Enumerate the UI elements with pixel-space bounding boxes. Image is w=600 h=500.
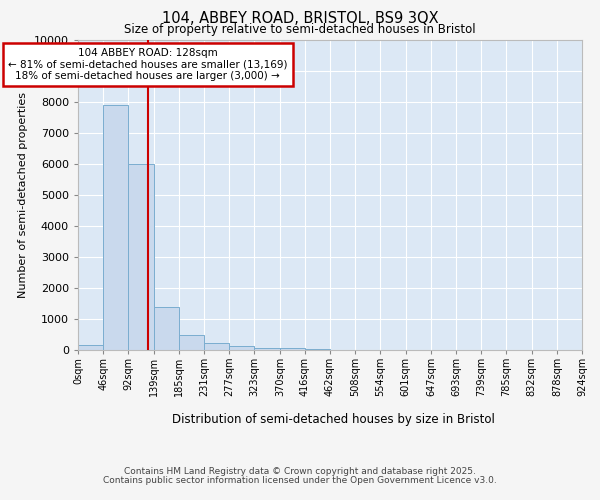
Bar (103, 105, 128, 350)
Bar (179, 334, 204, 350)
Bar (204, 343, 229, 350)
Y-axis label: Number of semi-detached properties: Number of semi-detached properties (19, 92, 28, 298)
Text: 104 ABBEY ROAD: 128sqm
← 81% of semi-detached houses are smaller (13,169)
18% of: 104 ABBEY ROAD: 128sqm ← 81% of semi-det… (8, 48, 287, 81)
Bar (229, 346, 254, 350)
Text: Contains HM Land Registry data © Crown copyright and database right 2025.: Contains HM Land Registry data © Crown c… (124, 468, 476, 476)
Text: Size of property relative to semi-detached houses in Bristol: Size of property relative to semi-detach… (124, 22, 476, 36)
Bar (280, 348, 305, 350)
Bar (128, 164, 154, 350)
Bar (78, 346, 103, 350)
Text: 104, ABBEY ROAD, BRISTOL, BS9 3QX: 104, ABBEY ROAD, BRISTOL, BS9 3QX (161, 11, 439, 26)
Text: Contains public sector information licensed under the Open Government Licence v3: Contains public sector information licen… (103, 476, 497, 485)
Text: Distribution of semi-detached houses by size in Bristol: Distribution of semi-detached houses by … (172, 412, 494, 426)
Bar (254, 348, 280, 350)
Bar (154, 306, 179, 350)
